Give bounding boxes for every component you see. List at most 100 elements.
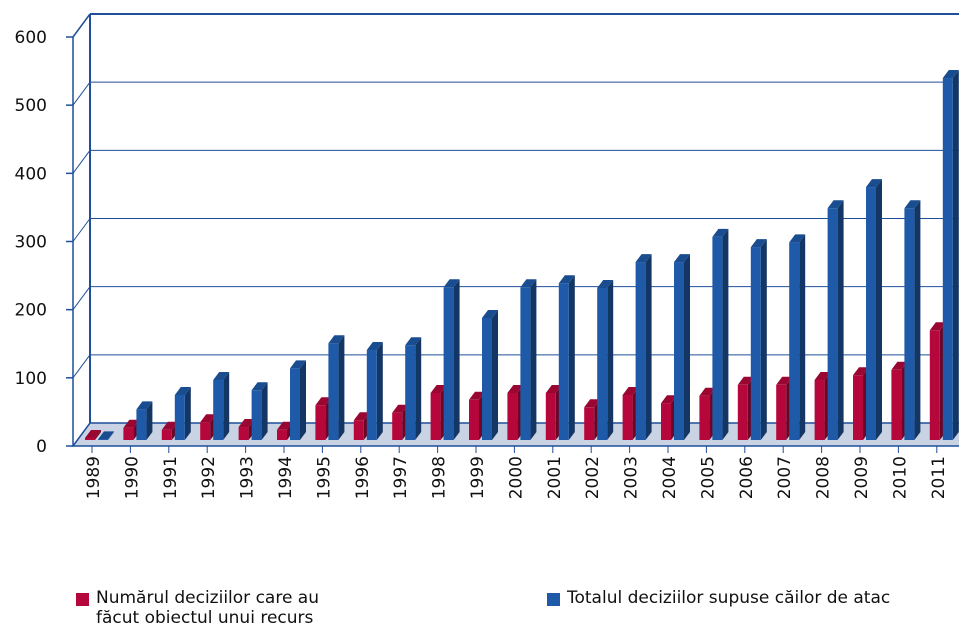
bar-top <box>827 200 844 209</box>
bar-front <box>328 343 339 440</box>
y-tick-label: 600 <box>15 28 47 48</box>
bar <box>789 234 806 440</box>
bar-top <box>507 384 524 393</box>
bar-top <box>545 384 562 393</box>
bar-top <box>674 254 690 263</box>
bar-front <box>430 392 441 440</box>
bar <box>405 337 422 440</box>
bar-front <box>98 439 108 440</box>
bar-front <box>674 262 684 440</box>
bar-side <box>453 279 460 440</box>
bar-side <box>184 387 191 440</box>
bar <box>712 228 729 440</box>
bar-top <box>520 279 537 288</box>
bar <box>904 200 921 440</box>
bar-top <box>622 387 639 396</box>
bar-side <box>760 239 767 440</box>
bar-side <box>530 279 537 440</box>
bar-front <box>891 369 902 440</box>
bar-front <box>597 287 608 440</box>
bar-side <box>684 254 690 440</box>
bar-top <box>558 275 575 284</box>
bar-side <box>376 342 383 440</box>
bar-side <box>876 179 882 440</box>
x-tick-label: 1992 <box>199 456 219 499</box>
x-tick-label: 1989 <box>84 456 104 499</box>
bar-top <box>174 387 191 396</box>
y-tick-label: 0 <box>36 437 47 457</box>
bar-front <box>929 330 940 440</box>
bar <box>597 279 614 440</box>
y-tick-label: 300 <box>15 233 47 253</box>
bar <box>366 342 383 440</box>
bar-top <box>891 361 908 370</box>
bar-top <box>366 342 383 351</box>
bar-front <box>789 242 800 440</box>
bar-side <box>645 254 652 440</box>
bar-top <box>929 322 946 331</box>
bar-side <box>415 337 422 440</box>
bar-front <box>469 399 479 440</box>
bar-front <box>635 262 646 440</box>
bar-front <box>545 392 556 440</box>
bar-top <box>584 399 601 408</box>
x-tick-label: 2004 <box>660 456 680 499</box>
bar-top <box>98 431 114 440</box>
x-tick-label: 1995 <box>314 456 334 499</box>
bar-top <box>213 372 230 381</box>
bar-front <box>353 420 364 440</box>
y-tick-label: 100 <box>15 369 47 389</box>
bar-top <box>315 397 332 406</box>
bar-side <box>146 401 153 440</box>
bar-side <box>492 309 498 440</box>
bar-front <box>507 392 518 440</box>
bar-side <box>722 228 729 440</box>
bar-side <box>952 70 959 440</box>
x-tick-label: 2010 <box>890 456 910 499</box>
bar-top <box>699 387 716 396</box>
x-tick-label: 2009 <box>852 456 872 499</box>
bar-top <box>776 376 793 385</box>
bar-side <box>300 360 306 440</box>
bar <box>85 429 101 440</box>
x-tick-label: 1997 <box>391 456 411 499</box>
bar-front <box>750 247 761 440</box>
grid-line <box>72 286 91 310</box>
bar <box>866 179 882 440</box>
bar <box>635 254 652 440</box>
bar-top <box>290 360 306 369</box>
bar-top <box>430 384 447 393</box>
bar-top <box>328 335 345 344</box>
bar-front <box>866 187 876 440</box>
bar-side <box>108 431 114 440</box>
bar-front <box>405 345 416 440</box>
y-tick-label: 200 <box>15 301 47 321</box>
bar-side <box>799 234 806 440</box>
bar <box>558 275 575 440</box>
bar-top <box>737 376 754 385</box>
x-tick-label: 1993 <box>238 456 258 499</box>
bar-front <box>174 395 185 440</box>
bar-front <box>482 317 492 440</box>
grid-line <box>72 81 91 106</box>
bar-front <box>814 380 825 440</box>
bar-top <box>482 309 498 318</box>
bar-front <box>520 287 531 440</box>
bar <box>98 431 114 440</box>
side-wall <box>72 13 91 38</box>
grid-line <box>72 218 91 242</box>
bar-front <box>315 405 326 440</box>
bar-side <box>95 429 101 440</box>
bar-front <box>737 384 748 440</box>
legend-swatch <box>547 593 560 606</box>
bar-front <box>161 429 172 440</box>
bar-front <box>558 283 569 440</box>
x-tick-label: 2011 <box>929 456 949 499</box>
bar <box>136 401 153 440</box>
bar-side <box>223 372 230 440</box>
bar-top <box>443 279 460 288</box>
grid-line <box>72 150 91 174</box>
bar-top <box>123 419 140 428</box>
bar-side <box>338 335 345 440</box>
legend-swatch <box>76 593 89 606</box>
